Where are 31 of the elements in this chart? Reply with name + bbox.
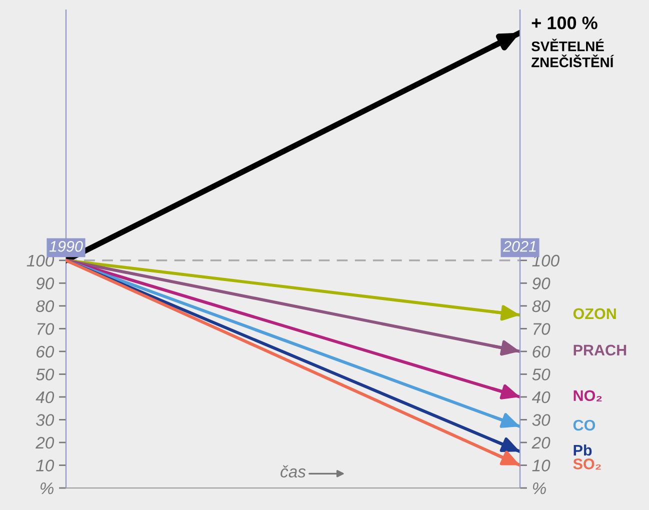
text: CO: [573, 420, 596, 431]
y-tick-label: %: [40, 482, 54, 494]
y-tick-label: 20: [36, 436, 54, 449]
text: SO₂: [573, 458, 601, 470]
y-tick-label: 10: [36, 460, 54, 472]
y-tick-label: 80: [36, 300, 54, 312]
annotation: + 100 %: [532, 16, 598, 30]
y2-tick-label: 70: [534, 323, 550, 335]
y-tick-label: 60: [36, 346, 54, 358]
text: OZON: [573, 308, 616, 320]
text: NO₂: [574, 390, 602, 402]
y-tick-label: 50: [36, 368, 54, 380]
y-tick-label: 30: [36, 414, 54, 426]
y2-tick-label: 80: [532, 300, 550, 312]
y2-tick-label: 50: [532, 368, 550, 380]
x-axis-title: čas: [280, 465, 306, 478]
text: PRACH: [574, 344, 626, 356]
y2-tick-label: %: [532, 482, 546, 494]
x-tick-label: 1990: [49, 240, 83, 252]
y-tick-label: 90: [36, 278, 54, 290]
y-tick-label: 70: [37, 323, 54, 335]
y-tick-label: 40: [36, 391, 54, 404]
y2-tick-label: 40: [532, 391, 550, 404]
text: Pb: [574, 444, 592, 456]
x-tick-label: 2021: [502, 240, 536, 252]
y2-tick-label: 10: [532, 460, 550, 472]
y2-tick-label: 90: [532, 278, 550, 290]
legend-label: SVĚTELNÉ ZNEČIŠTĚNÍ: [532, 38, 614, 68]
y2-tick-label: 60: [532, 346, 550, 358]
y2-tick-label: 30: [532, 414, 550, 426]
y2-tick-label: 20: [532, 436, 550, 449]
